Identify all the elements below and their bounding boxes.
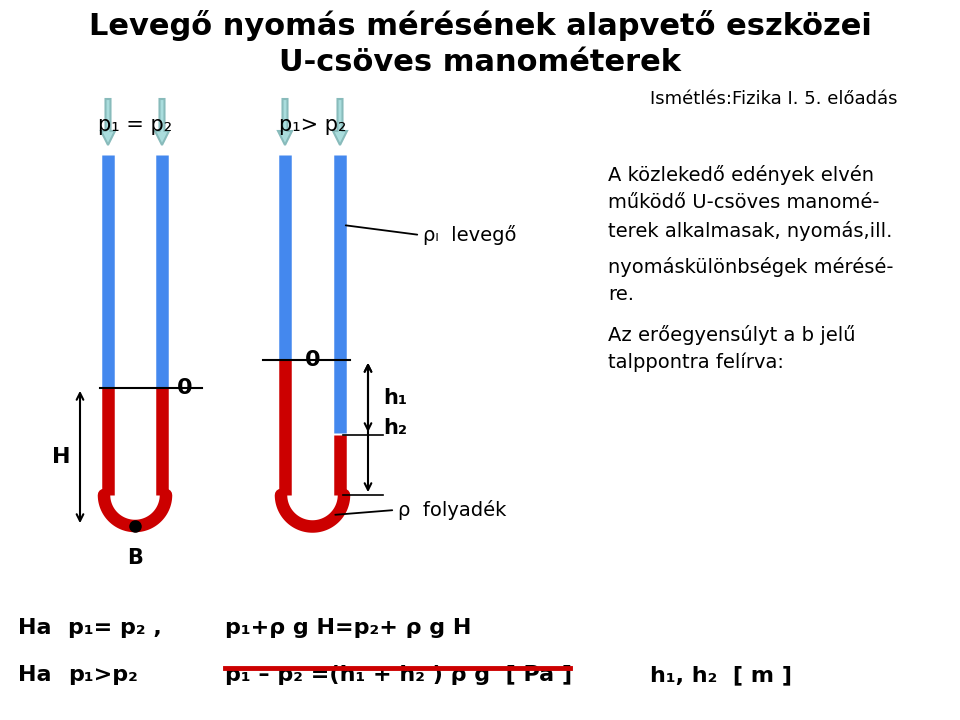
Text: h₁: h₁ [383,387,407,408]
Text: Ha: Ha [18,665,52,685]
Text: H: H [52,447,70,467]
Text: h₂: h₂ [383,418,407,438]
Text: Ismétlés:Fizika I. 5. előadás: Ismétlés:Fizika I. 5. előadás [650,90,898,108]
Text: p₁> p₂: p₁> p₂ [278,115,347,135]
Text: Ha: Ha [18,618,52,638]
Text: 0: 0 [177,378,193,398]
Text: Levegő nyomás mérésének alapvető eszközei: Levegő nyomás mérésének alapvető eszköze… [88,10,872,41]
Text: talppontra felírva:: talppontra felírva: [608,353,784,372]
Text: p₁ – p₂ =(h₁ + h₂ ) ρ g  [ Pa ]: p₁ – p₂ =(h₁ + h₂ ) ρ g [ Pa ] [225,665,572,685]
Text: működő U-csöves manomé-: működő U-csöves manomé- [608,193,879,212]
Polygon shape [278,99,292,145]
Text: terek alkalmasak, nyomás,ill.: terek alkalmasak, nyomás,ill. [608,221,893,241]
Text: p₁+ρ g H=p₂+ ρ g H: p₁+ρ g H=p₂+ ρ g H [225,618,471,638]
Text: ρₗ  levegő: ρₗ levegő [423,225,516,245]
Text: p₁>p₂: p₁>p₂ [68,665,138,685]
Text: p₁= p₂ ,: p₁= p₂ , [68,618,161,638]
Text: A közlekedő edények elvén: A közlekedő edények elvén [608,165,874,185]
Text: ρ  folyadék: ρ folyadék [398,500,506,520]
Text: 0: 0 [304,350,321,370]
Text: re.: re. [608,285,634,304]
Text: nyomáskülönbségek mérésé-: nyomáskülönbségek mérésé- [608,257,894,277]
Text: p₁ = p₂: p₁ = p₂ [98,115,172,135]
Text: h₁, h₂  [ m ]: h₁, h₂ [ m ] [650,665,792,685]
Text: B: B [127,548,143,568]
Polygon shape [101,99,115,145]
Text: Az erőegyensúlyt a b jelű: Az erőegyensúlyt a b jelű [608,325,855,345]
Polygon shape [155,99,169,145]
Polygon shape [333,99,347,145]
Text: U-csöves manométerek: U-csöves manométerek [279,48,681,77]
